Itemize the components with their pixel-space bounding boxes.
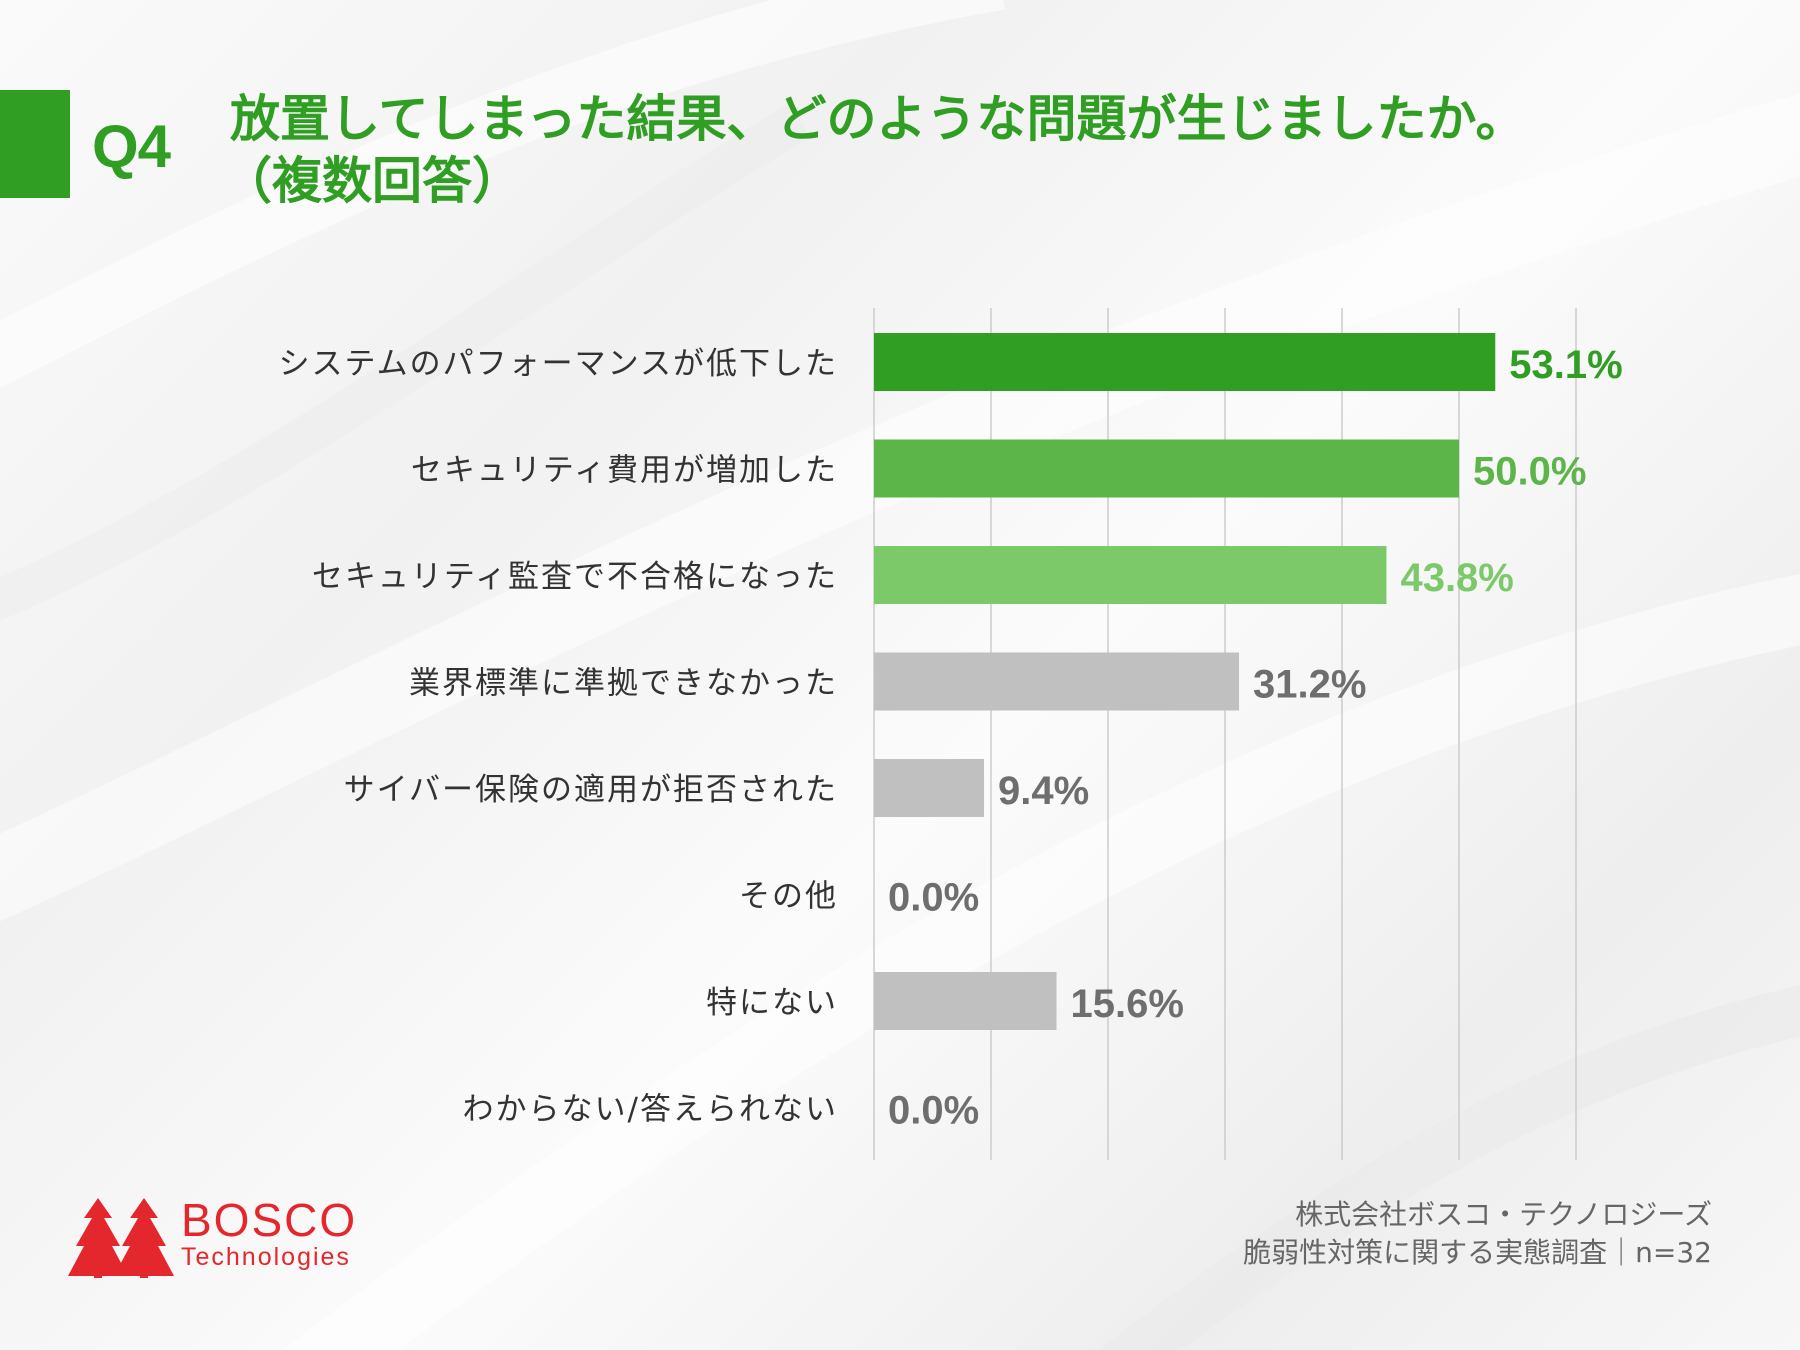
bar: [874, 333, 1496, 391]
category-label: サイバー保険の適用が拒否された: [344, 772, 838, 808]
bar: [874, 546, 1387, 604]
category-label: わからない/答えられない: [463, 1092, 838, 1128]
category-label: 特にない: [706, 985, 838, 1021]
value-label: 15.6%: [1071, 982, 1184, 1026]
category-label: その他: [739, 879, 838, 915]
bar: [874, 439, 1459, 498]
logo-name: BOSCO: [181, 1194, 358, 1246]
value-label: 31.2%: [1253, 663, 1366, 707]
value-label: 0.0%: [888, 1089, 979, 1133]
bosco-logo-icon: [68, 1198, 174, 1278]
footer-survey: 脆弱性対策に関する実態調査｜n=32: [1243, 1236, 1712, 1269]
category-label: システムのパフォーマンスが低下した: [279, 346, 838, 382]
bar: [874, 972, 1057, 1030]
value-label: 43.8%: [1400, 556, 1513, 600]
logo-sub: Technologies: [181, 1243, 351, 1271]
category-label: 業界標準に準拠できなかった: [409, 666, 838, 702]
footer-source: 株式会社ボスコ・テクノロジーズ 脆弱性対策に関する実態調査｜n=32: [1243, 1196, 1712, 1272]
value-label: 0.0%: [888, 876, 979, 920]
footer-company: 株式会社ボスコ・テクノロジーズ: [1295, 1198, 1712, 1231]
title-line-1: 放置してしまった結果、どのような問題が生じましたか。: [230, 90, 1526, 148]
value-label: 9.4%: [998, 769, 1089, 813]
bar: [874, 759, 984, 817]
value-label: 53.1%: [1509, 343, 1622, 387]
title-line-2: （複数回答）: [222, 152, 522, 210]
logo-wordmark: BOSCO Technologies: [181, 1196, 357, 1270]
bar: [874, 652, 1240, 711]
page-title: 放置してしまった結果、どのような問題が生じましたか。 （複数回答）: [222, 88, 1770, 212]
category-label: セキュリティ監査で不合格になった: [312, 559, 838, 595]
value-label: 50.0%: [1473, 450, 1586, 494]
question-accent-block: [0, 90, 70, 198]
category-label: セキュリティ費用が増加した: [411, 453, 838, 489]
question-number: Q4: [92, 113, 171, 180]
